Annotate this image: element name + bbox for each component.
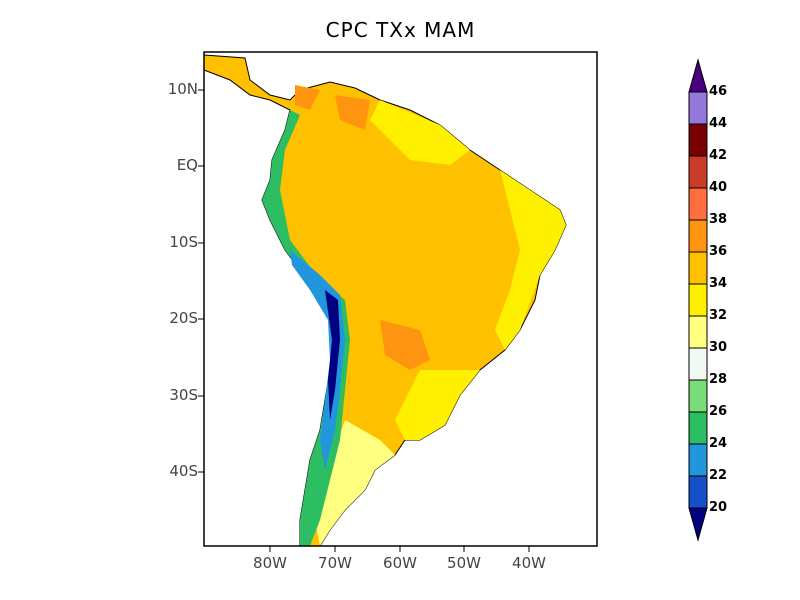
colorbar-label: 34 xyxy=(709,276,728,291)
colorbar-segment xyxy=(688,155,708,189)
colorbar-segment xyxy=(688,411,708,445)
colorbar-segment xyxy=(688,379,708,413)
colorbar-segment xyxy=(688,347,708,381)
lon-tick-label: 70W xyxy=(318,554,352,572)
lat-tick-label: 10S xyxy=(169,233,198,251)
colorbar-label: 26 xyxy=(709,404,728,419)
map-title: CPC TXx MAM xyxy=(325,18,476,42)
colorbar-label: 36 xyxy=(709,244,728,259)
colorbar-label: 32 xyxy=(709,308,728,323)
lon-tick-label: 60W xyxy=(383,554,417,572)
colorbar-under-triangle xyxy=(688,507,708,542)
orange-hot-chaco xyxy=(380,320,430,370)
colorbar-label: 20 xyxy=(709,500,728,515)
lat-tick-label: 20S xyxy=(169,309,198,327)
yellow-region-south xyxy=(395,370,480,440)
colorbar-label: 44 xyxy=(709,116,728,131)
colorbar-label: 22 xyxy=(709,468,728,483)
south-america-field xyxy=(203,54,567,547)
lon-tick-label: 80W xyxy=(253,554,287,572)
lat-tick-label: 10N xyxy=(167,80,198,98)
colorbar-segment xyxy=(688,123,708,157)
lat-tick-label: 30S xyxy=(169,386,198,404)
colorbar-label: 38 xyxy=(709,212,728,227)
yellow-region-north xyxy=(370,100,470,165)
lon-tick-label: 50W xyxy=(447,554,481,572)
lat-tick-label: 40S xyxy=(169,462,198,480)
colorbar xyxy=(688,58,708,542)
colorbar-label: 28 xyxy=(709,372,728,387)
colorbar-label: 40 xyxy=(709,180,728,195)
colorbar-segment xyxy=(688,443,708,477)
darkblue-andes xyxy=(325,290,340,420)
colorbar-segment xyxy=(688,283,708,317)
yellow-region-east xyxy=(495,170,566,350)
colorbar-segment xyxy=(688,251,708,285)
colorbar-label: 30 xyxy=(709,340,728,355)
colorbar-segment xyxy=(688,91,708,125)
axis-ticks xyxy=(198,89,530,552)
colorbar-label: 42 xyxy=(709,148,728,163)
lon-tick-label: 40W xyxy=(512,554,546,572)
colorbar-segment xyxy=(688,315,708,349)
lat-tick-label: EQ xyxy=(176,156,198,174)
colorbar-segment xyxy=(688,187,708,221)
colorbar-over-triangle xyxy=(688,58,708,93)
orange-hot-north xyxy=(295,85,370,130)
colorbar-label: 24 xyxy=(709,436,728,451)
colorbar-segment xyxy=(688,475,708,509)
colorbar-label: 46 xyxy=(709,84,728,99)
colorbar-segment xyxy=(688,219,708,253)
